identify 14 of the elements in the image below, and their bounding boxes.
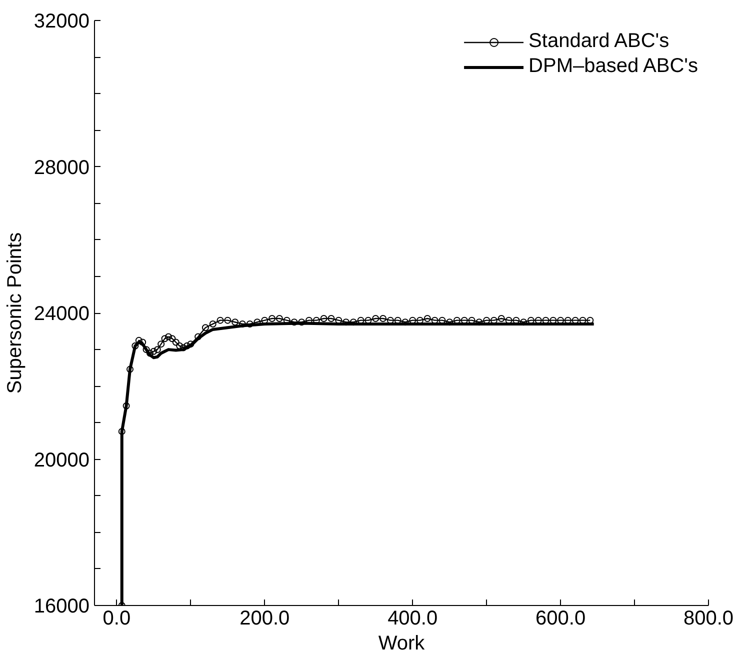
y-tick-label: 28000 [34, 156, 90, 179]
legend-label: Standard ABC's [528, 30, 670, 53]
x-tick-label: 0.0 [102, 608, 131, 630]
y-tick-label: 16000 [34, 596, 90, 618]
legend-label: DPM–based ABC's [528, 55, 698, 78]
x-tick-label: 600.0 [536, 608, 586, 630]
y-tick-label: 20000 [34, 449, 90, 472]
x-tick-label: 800.0 [683, 608, 734, 630]
y-tick-label: 24000 [34, 303, 90, 325]
y-tick-label: 32000 [34, 10, 90, 32]
x-axis-title: Work [378, 632, 426, 654]
x-tick-label: 200.0 [240, 608, 290, 630]
y-axis-title: Supersonic Points [4, 232, 26, 394]
x-tick-label: 400.0 [388, 608, 438, 630]
